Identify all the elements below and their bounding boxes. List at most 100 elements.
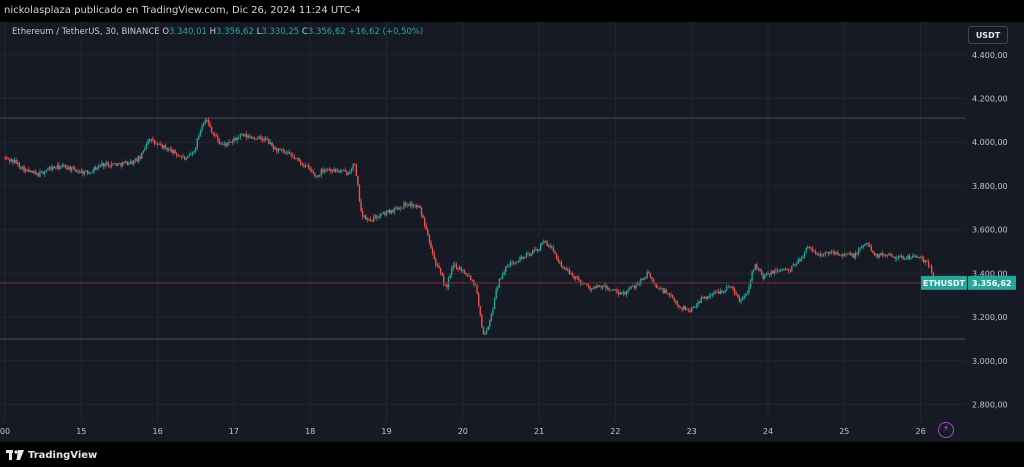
candle-body [422,215,424,218]
chart-panel[interactable]: 4.400,00 4.200,00 4.000,00 3.800,00 3.600,00… [0,22,1024,442]
candle-body [322,169,324,172]
candle-body [28,169,30,172]
candle-body [552,247,555,252]
candle-body [249,135,251,137]
candle-body [528,254,531,257]
candle-body [18,162,21,168]
candle-body [918,257,920,258]
candle-body [907,255,909,259]
candle-body [26,169,28,171]
candle-body [600,286,602,288]
candle-body [789,270,791,272]
candle-body [163,145,165,149]
candle-body [282,149,284,151]
candle-body [557,257,559,262]
candle-body [567,269,569,271]
candle-body [586,283,588,285]
x-tick-label: 20 [458,427,468,436]
candle-body [614,289,617,291]
candle-body [780,270,782,272]
candle-body [477,293,480,307]
candle-body [392,209,394,213]
candle-body [533,249,536,251]
candle-body [594,286,596,289]
candle-body [352,164,354,170]
currency-button[interactable]: USDT [968,26,1008,44]
candle-body [209,123,211,128]
candle-body [23,166,25,172]
candle-body [4,157,6,159]
candle-body [272,146,275,150]
candle-body [649,273,652,277]
candle-body [737,294,739,297]
candle-body [32,171,35,173]
candle-body [247,135,249,138]
publish-caption: nickolasplaza publicado en TradingView.c… [4,5,361,16]
candle-body [867,243,869,245]
candle-body [679,307,682,309]
candle-body [93,167,95,173]
candle-body [837,252,839,255]
symbol-title[interactable]: Ethereum / TetherUS, 30, BINANCE [12,27,160,37]
candle-body [883,255,885,256]
candle-body [204,120,206,124]
y-tick-label: 3.200,00 [972,313,1008,322]
candle-body [474,284,477,286]
candle-body [296,158,299,160]
candle-body [150,138,152,141]
candle-body [223,143,226,145]
candle-body [808,246,811,248]
candle-body [621,292,623,294]
candle-body [592,288,594,290]
candle-body [554,251,556,254]
candle-body [582,283,585,284]
lightning-icon[interactable]: ⚡ [938,422,954,438]
candle-body [668,293,671,295]
candle-body [908,255,911,259]
high-label: H [209,27,217,37]
candle-body [67,166,70,170]
candle-body [47,168,49,171]
candle-body [113,163,116,165]
candle-body [730,286,733,288]
tradingview-logo[interactable]: TradingView [6,449,97,461]
candle-body [63,164,65,166]
candle-body [681,307,683,310]
candle-body [606,287,609,289]
candle-body [759,268,761,272]
candle-body [58,164,60,169]
candle-body [382,212,385,214]
candle-body [646,272,648,278]
candle-body [371,220,373,222]
candle-body [7,157,9,160]
candle-body [266,139,268,140]
candle-body [570,273,572,275]
candle-body [657,287,660,289]
candle-body [309,167,311,171]
candle-body [109,166,111,168]
candle-body [45,170,48,172]
candle-body [190,154,192,155]
last-price-tag-bg [968,275,1016,290]
candle-body [851,253,853,256]
candle-body [919,256,922,258]
candle-body [319,175,321,176]
candle-body [539,243,542,250]
candle-body [253,137,256,140]
candle-body [892,256,895,258]
candle-body [732,286,734,290]
candle-body [42,171,44,174]
candle-body [118,162,121,164]
candle-body [171,149,173,154]
candle-body [83,171,86,175]
candle-body [481,314,483,328]
candle-body [369,219,372,221]
price-chart[interactable]: 4.400,00 4.200,00 4.000,00 3.800,00 3.600,00… [0,22,1024,442]
candle-body [670,294,672,296]
candle-body [393,207,396,213]
x-tick-label: 23 [687,427,697,436]
candle-body [161,145,164,149]
candle-body [169,149,172,150]
candle-body [853,253,855,258]
candle-body [835,252,838,255]
